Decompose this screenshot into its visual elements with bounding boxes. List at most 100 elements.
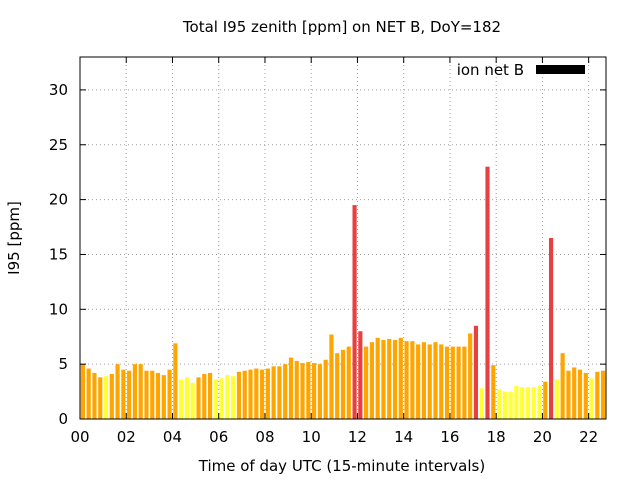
bar (323, 359, 328, 419)
x-tick-label: 06 (209, 428, 228, 446)
bar (537, 386, 542, 419)
bar (138, 364, 143, 419)
bar (115, 364, 120, 419)
bar (155, 372, 161, 419)
x-tick-label: 14 (394, 428, 413, 446)
bar (514, 386, 519, 419)
bar (508, 391, 513, 419)
bar (213, 379, 218, 419)
bar (577, 369, 583, 419)
x-tick-label: 12 (348, 428, 367, 446)
bar (543, 381, 548, 419)
bar (468, 333, 473, 419)
x-tick-label: 16 (440, 428, 459, 446)
y-tick-label: 10 (49, 300, 68, 318)
bar (496, 389, 502, 419)
bar (190, 382, 195, 419)
bar (317, 364, 322, 419)
bar (444, 346, 450, 419)
ticks (79, 57, 606, 420)
bar (265, 368, 270, 419)
y-tick-label: 25 (49, 136, 68, 154)
bar (288, 357, 294, 419)
bar (549, 238, 554, 419)
x-tick-label: 10 (302, 428, 321, 446)
bar (271, 366, 276, 419)
y-tick-labels: 0 5 10 15 20 25 30 (49, 81, 68, 428)
bar (207, 372, 213, 419)
chart-title: Total I95 zenith [ppm] on NET B, DoY=182 (182, 18, 501, 36)
bar (92, 372, 97, 419)
legend: ion net B (457, 61, 585, 79)
bar (86, 368, 91, 419)
bar (196, 377, 201, 419)
bar (242, 370, 247, 419)
bar (462, 346, 467, 419)
bar (485, 166, 490, 419)
bar (572, 367, 577, 419)
bar (306, 361, 311, 419)
bar (173, 343, 178, 419)
bar (450, 346, 455, 419)
bar (121, 369, 126, 419)
bar (531, 387, 536, 419)
bar (491, 365, 496, 419)
bar (525, 387, 531, 419)
bar (294, 360, 299, 419)
bar (184, 377, 190, 419)
bar (231, 376, 236, 419)
bar (167, 369, 172, 419)
bar (277, 366, 282, 419)
bar (387, 338, 392, 419)
bar (103, 376, 109, 419)
bar (352, 205, 357, 419)
bar (283, 364, 288, 419)
bar (381, 340, 386, 419)
bar (369, 342, 374, 419)
bar (456, 346, 461, 419)
bar (329, 334, 334, 419)
bar (236, 371, 242, 419)
y-tick-label: 0 (58, 410, 68, 428)
bar (364, 346, 369, 419)
bar (202, 374, 207, 419)
bar (595, 371, 600, 419)
bar (259, 369, 265, 419)
bar (566, 370, 571, 419)
bar (583, 372, 588, 419)
bar (392, 340, 398, 419)
bar (335, 353, 340, 419)
bar (109, 374, 114, 419)
bar (225, 375, 230, 419)
y-tick-label: 5 (58, 355, 68, 373)
x-tick-label: 18 (487, 428, 506, 446)
bar (300, 363, 305, 419)
x-tick-labels: 00 02 04 06 08 10 12 14 16 18 20 22 (70, 428, 598, 446)
grid (80, 57, 606, 419)
x-tick-label: 02 (117, 428, 136, 446)
bar (410, 341, 415, 419)
bar (375, 337, 380, 419)
legend-swatch (536, 65, 585, 74)
bar (479, 388, 484, 419)
x-tick-label: 08 (255, 428, 274, 446)
bar (398, 337, 403, 419)
bar (127, 370, 132, 419)
bar (254, 368, 259, 419)
x-tick-label: 04 (163, 428, 182, 446)
x-tick-label: 00 (70, 428, 89, 446)
legend-label: ion net B (457, 61, 524, 79)
bar (520, 387, 525, 419)
bar (150, 370, 155, 419)
bar (601, 370, 606, 419)
bar (161, 375, 166, 419)
bar (560, 353, 565, 419)
x-tick-label: 22 (579, 428, 598, 446)
bar (248, 369, 253, 419)
bar (416, 344, 421, 419)
bar (473, 325, 479, 419)
bar (404, 341, 409, 419)
bar (144, 370, 149, 419)
y-tick-label: 30 (49, 81, 68, 99)
